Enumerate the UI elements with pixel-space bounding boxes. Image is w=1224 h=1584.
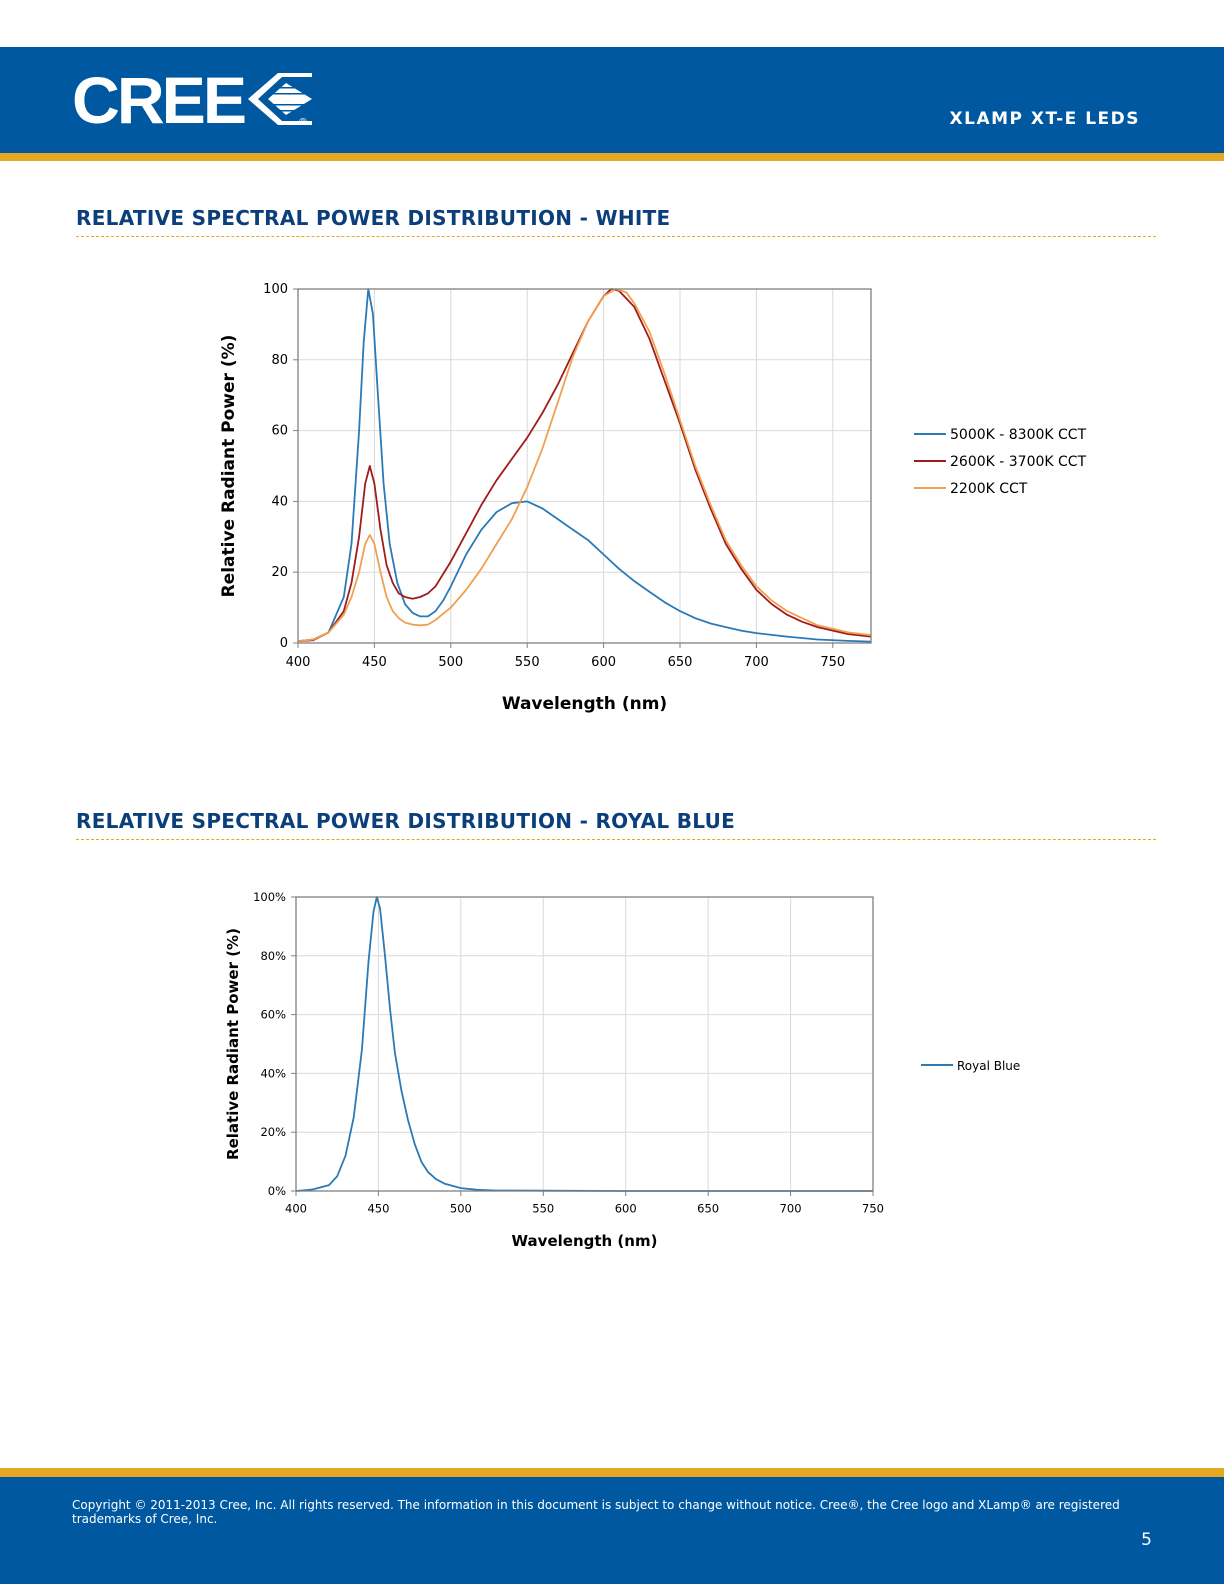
x-tick-label: 700 [744, 655, 769, 670]
copyright-notice: Copyright © 2011-2013 Cree, Inc. All rig… [72, 1498, 1152, 1526]
legend-label: 2200K CCT [950, 481, 1028, 497]
footer-bar [0, 1477, 1224, 1584]
series-line [297, 288, 872, 643]
chart-spectral-white: 0 20 40 60 80 100 400 450 500 550 600 650 700 750 Wave… [219, 282, 1087, 714]
y-tick-label: 40% [260, 1066, 286, 1080]
y-axis-label: Relative Radiant Power (%) [219, 335, 239, 598]
x-axis-label: Wavelength (nm) [512, 1232, 658, 1250]
y-tick-label: 0% [268, 1184, 286, 1198]
footer-accent-stripe [0, 1468, 1224, 1477]
copyright-line: trademarks of Cree, Inc. [72, 1512, 218, 1526]
plot-area-frame [295, 896, 874, 1192]
x-tick-label: 650 [697, 1202, 719, 1216]
y-tick-label: 80% [260, 949, 286, 963]
plot-area-frame [297, 288, 872, 644]
x-tick-label: 750 [862, 1202, 884, 1216]
x-tick-label: 750 [820, 655, 845, 670]
logo-text: CREE [72, 71, 245, 127]
copyright-line: Copyright © 2011-2013 Cree, Inc. All rig… [72, 1498, 1120, 1512]
y-tick-label: 0 [280, 636, 288, 651]
y-tick-label: 20 [271, 565, 288, 580]
section-title-white: RELATIVE SPECTRAL POWER DISTRIBUTION - W… [76, 206, 671, 230]
legend-label: 2600K - 3700K CCT [950, 454, 1087, 470]
x-tick-label: 400 [285, 1202, 307, 1216]
y-tick-label: 60% [260, 1008, 286, 1022]
document-title: XLAMP XT-E LEDS [949, 109, 1140, 129]
x-tick-label: 700 [780, 1202, 802, 1216]
y-tick-label: 60 [271, 424, 288, 439]
header-bar [0, 47, 1224, 153]
series-line [297, 288, 872, 643]
chart-spectral-royal-blue: 0% 20% 40% 60% 80% 100% 400 450 500 550 600 650 700 7… [224, 890, 1020, 1250]
section-divider [76, 236, 1156, 237]
page-number: 5 [1141, 1530, 1152, 1550]
x-tick-label: 400 [286, 655, 311, 670]
y-axis-label: Relative Radiant Power (%) [224, 928, 242, 1160]
section-title-royal-blue: RELATIVE SPECTRAL POWER DISTRIBUTION - R… [76, 809, 736, 833]
logo-chevron-icon [248, 73, 312, 125]
header-accent-stripe [0, 153, 1224, 161]
section-divider [76, 839, 1156, 840]
cree-logo: CREE ® [72, 71, 312, 127]
legend-label: 5000K - 8300K CCT [950, 427, 1087, 443]
y-tick-label: 100% [253, 890, 286, 904]
legend-label: Royal Blue [957, 1059, 1020, 1073]
x-tick-label: 550 [515, 655, 540, 670]
series-line [295, 896, 873, 1192]
y-tick-label: 40 [271, 494, 288, 509]
x-tick-label: 500 [438, 655, 463, 670]
x-tick-label: 500 [450, 1202, 472, 1216]
y-tick-label: 100 [263, 282, 288, 297]
y-tick-label: 80 [271, 353, 288, 368]
x-axis-label: Wavelength (nm) [502, 694, 667, 714]
x-tick-label: 650 [668, 655, 693, 670]
y-tick-label: 20% [260, 1125, 286, 1139]
x-tick-label: 600 [591, 655, 616, 670]
series-line [297, 288, 872, 643]
logo-registered-mark: ® [298, 117, 308, 127]
x-tick-label: 600 [615, 1202, 637, 1216]
x-tick-label: 450 [367, 1202, 389, 1216]
x-tick-label: 450 [362, 655, 387, 670]
x-tick-label: 550 [532, 1202, 554, 1216]
